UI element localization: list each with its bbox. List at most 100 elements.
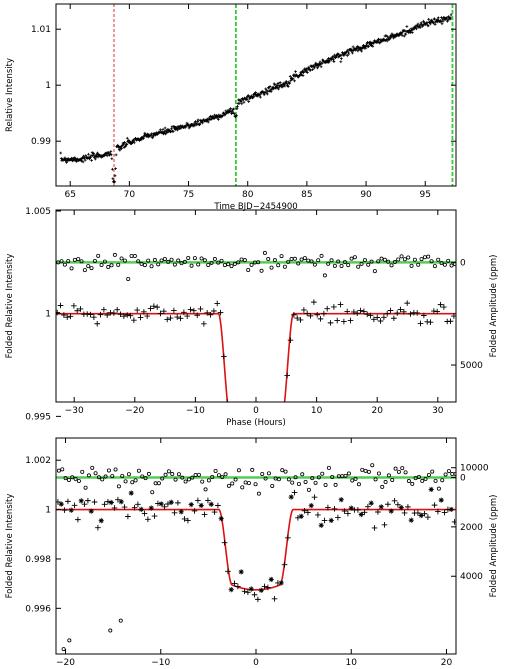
residual-point bbox=[153, 481, 158, 486]
x-tick-label: 65 bbox=[64, 190, 75, 200]
folded-data-point bbox=[315, 512, 321, 518]
outlier-point bbox=[118, 618, 123, 623]
residual-point bbox=[392, 260, 397, 265]
folded-data-point bbox=[288, 494, 294, 500]
folded-data-point bbox=[135, 501, 141, 508]
residual-point bbox=[202, 258, 207, 263]
folded-data-point bbox=[225, 568, 231, 575]
folded-data-point bbox=[287, 337, 294, 343]
x-tick-label: 10 bbox=[346, 658, 358, 668]
residual-point bbox=[113, 467, 118, 472]
residual-point bbox=[156, 481, 161, 486]
folded-data-point bbox=[321, 517, 328, 524]
residual-point bbox=[356, 264, 361, 269]
folded-data-point bbox=[131, 317, 137, 324]
residual-point bbox=[239, 257, 244, 262]
residual-point bbox=[373, 477, 378, 482]
folded-data-point bbox=[398, 504, 404, 511]
folded-data-point bbox=[378, 504, 384, 510]
folded-data-point bbox=[245, 589, 251, 596]
residual-point bbox=[366, 469, 371, 474]
folded-data-point bbox=[141, 510, 148, 517]
residual-point bbox=[386, 259, 391, 264]
residual-point bbox=[420, 478, 425, 483]
folded-data-point bbox=[337, 301, 344, 308]
folded-data-point bbox=[117, 311, 124, 318]
folded-data-point bbox=[297, 317, 304, 323]
residual-point bbox=[122, 258, 127, 263]
residual-point bbox=[213, 469, 218, 474]
outlier-point bbox=[67, 638, 72, 643]
residual-point bbox=[443, 472, 448, 477]
folded-data-point bbox=[301, 307, 307, 313]
residual-point bbox=[226, 262, 231, 267]
folded-data-point bbox=[367, 312, 374, 319]
residual-point bbox=[102, 259, 107, 264]
residual-point bbox=[413, 476, 418, 481]
folded-data-point bbox=[361, 308, 367, 315]
residual-point bbox=[326, 465, 331, 470]
folded-data-point bbox=[215, 502, 221, 509]
folded-data-point bbox=[235, 583, 241, 590]
residual-point bbox=[89, 266, 94, 271]
residual-point bbox=[152, 258, 157, 263]
residual-point bbox=[426, 472, 431, 477]
residual-point bbox=[83, 485, 88, 490]
folded-data-point bbox=[391, 498, 398, 504]
folded-data-point bbox=[217, 309, 224, 316]
residual-point bbox=[250, 467, 255, 472]
folded-data-point bbox=[374, 314, 381, 321]
residual-point bbox=[330, 474, 335, 479]
residual-point bbox=[233, 477, 238, 482]
residual-point bbox=[73, 476, 78, 481]
residual-point bbox=[329, 258, 334, 263]
residual-point bbox=[370, 463, 375, 468]
folded-data-point bbox=[137, 314, 144, 321]
folded-data-point bbox=[388, 508, 394, 514]
folded-data-point bbox=[175, 500, 181, 506]
folded-data-point bbox=[125, 513, 131, 520]
y-tick-label: 0.996 bbox=[25, 604, 51, 614]
folded-data-point bbox=[451, 519, 456, 525]
folded-data-point bbox=[428, 486, 434, 493]
folded-data-point bbox=[94, 320, 101, 327]
folded-data-point bbox=[341, 508, 348, 514]
folded-data-point bbox=[158, 501, 164, 507]
residual-point bbox=[376, 471, 381, 476]
residual-point bbox=[353, 476, 358, 481]
residual-point bbox=[130, 480, 135, 485]
folded-data-point bbox=[95, 524, 101, 531]
folded-data-point bbox=[74, 307, 81, 314]
residual-point bbox=[419, 257, 424, 262]
folded-data-point bbox=[421, 312, 427, 319]
residual-point bbox=[190, 475, 195, 480]
folded-data-point bbox=[111, 505, 118, 511]
folded-data-point bbox=[418, 512, 424, 519]
y-tick-label: 1.005 bbox=[25, 207, 51, 217]
residual-point bbox=[212, 257, 217, 262]
folded-data-point bbox=[364, 311, 371, 318]
folded-data-point bbox=[311, 299, 317, 305]
folded-data-point bbox=[331, 304, 337, 310]
y-tick-label: 1 bbox=[45, 81, 51, 91]
residual-point bbox=[229, 264, 234, 269]
residual-point bbox=[59, 259, 64, 264]
folded-data-point bbox=[167, 315, 174, 321]
residual-point bbox=[56, 260, 61, 265]
x-tick-label: 20 bbox=[371, 406, 383, 416]
residual-point bbox=[120, 473, 125, 478]
residual-point bbox=[143, 476, 148, 481]
folded-data-point bbox=[197, 306, 204, 312]
folded-data-point bbox=[64, 314, 71, 321]
folded-data-point bbox=[211, 308, 217, 314]
folded-data-point bbox=[181, 516, 188, 522]
outlier-point bbox=[108, 628, 113, 633]
y2-tick-label: 0 bbox=[460, 473, 466, 483]
residual-point bbox=[150, 490, 155, 495]
folded-data-point bbox=[108, 499, 114, 506]
residual-point bbox=[372, 269, 377, 274]
folded-data-point bbox=[127, 312, 134, 319]
folded-data-point bbox=[408, 517, 414, 523]
residual-point bbox=[283, 469, 288, 474]
folded-data-point bbox=[214, 300, 221, 307]
